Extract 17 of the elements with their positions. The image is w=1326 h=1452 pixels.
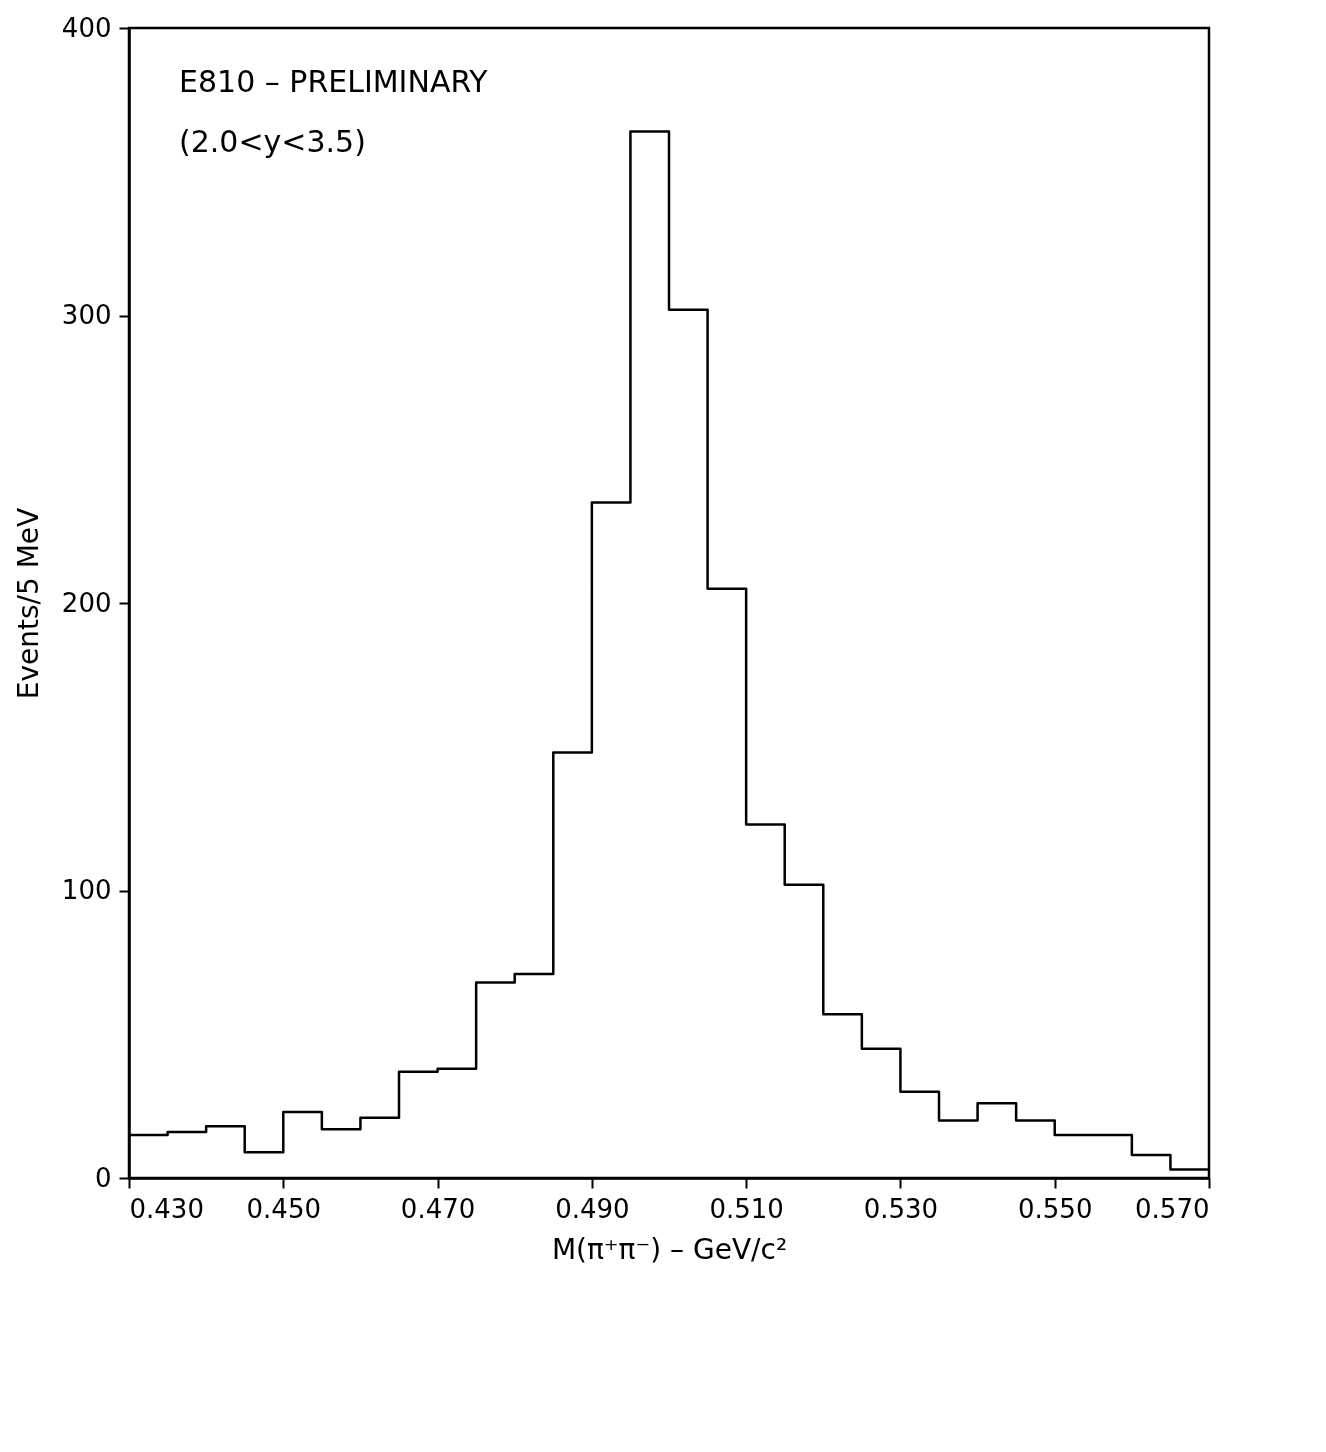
y-tick-label: 300 [61, 300, 112, 330]
y-tick-label: 400 [61, 12, 112, 43]
x-tick-label: 0.550 [1018, 1193, 1093, 1224]
x-tick-label: 0.530 [863, 1193, 939, 1224]
y-axis-title: Events/5 MeV [11, 507, 45, 700]
y-tick-label: 200 [61, 587, 112, 618]
x-axis-title: M(π⁺π⁻) – GeV/c² [551, 1232, 788, 1266]
text: E810 – PRELIMINARY [179, 64, 489, 99]
x-tick-label: 0.490 [555, 1193, 630, 1224]
annotation: (2.0<y<3.5) [179, 124, 366, 159]
x-tick-label: 0.510 [709, 1193, 784, 1224]
y-tick-label: 100 [61, 875, 112, 905]
x-tick-label: 0.570 [1135, 1193, 1210, 1224]
y-tick-label: 0 [94, 1162, 112, 1193]
x-tick-label: 0.430 [129, 1193, 204, 1224]
x-tick-label: 0.470 [400, 1193, 476, 1224]
x-tick-label: 0.450 [246, 1193, 321, 1224]
